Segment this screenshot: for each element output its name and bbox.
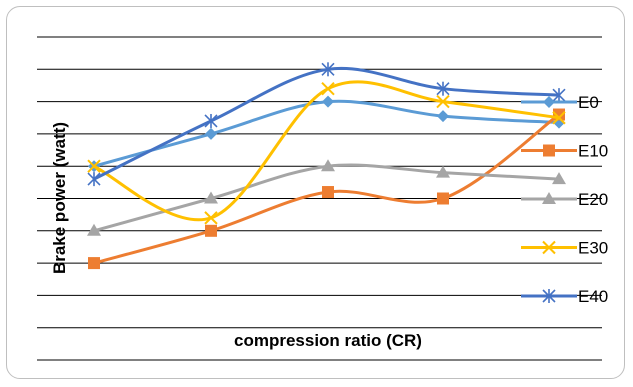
- legend-item-e0: E0: [521, 93, 599, 112]
- legend-item-e40: E40: [521, 287, 608, 306]
- legend-label-e0: E0: [578, 93, 599, 112]
- data-point-e0: [437, 110, 449, 123]
- legend-label-e30: E30: [578, 239, 608, 258]
- y-axis-label: Brake power (watt): [50, 122, 69, 274]
- data-point-e0: [205, 127, 217, 140]
- series-e20: [87, 159, 566, 236]
- gridlines: [37, 36, 602, 361]
- data-point-e10: [322, 186, 334, 199]
- legend-marker-e40: [542, 289, 556, 303]
- data-point-e20: [87, 223, 101, 236]
- data-point-e30-stroke: [552, 111, 566, 125]
- data-point-e30: [436, 94, 450, 109]
- data-point-e30-stroke: [436, 94, 450, 109]
- legend-marker-e20: [542, 192, 556, 204]
- data-point-e30-stroke: [321, 81, 335, 96]
- data-point-e30-stroke: [87, 159, 101, 173]
- x-axis-label: compression ratio (CR): [234, 331, 422, 350]
- data-point-e40: [321, 62, 335, 77]
- legend-label-e10: E10: [578, 142, 608, 161]
- data-point-e0: [322, 95, 334, 108]
- data-point-e40: [204, 113, 218, 128]
- data-point-e40: [552, 88, 566, 103]
- data-point-e20: [321, 159, 335, 172]
- data-point-e30: [87, 159, 101, 173]
- legend-marker-e30: [542, 240, 556, 255]
- legend-label-e40: E40: [578, 287, 608, 306]
- data-point-e40: [436, 81, 450, 96]
- legend: E0 E10 E20 E30 E40: [521, 93, 608, 306]
- data-point-e10: [88, 257, 100, 270]
- series-e30: [87, 80, 566, 225]
- series-e40: [87, 62, 566, 187]
- legend-marker-e10: [543, 144, 555, 157]
- series-layer: [87, 62, 566, 270]
- legend-label-e20: E20: [578, 190, 608, 209]
- data-point-e20: [436, 165, 450, 178]
- legend-marker-e30-stroke: [542, 240, 556, 255]
- data-point-e30: [552, 111, 566, 125]
- data-point-e30-stroke: [204, 211, 218, 225]
- data-point-e20: [552, 172, 566, 185]
- legend-item-e10: E10: [521, 142, 608, 161]
- data-point-e40: [87, 172, 101, 187]
- data-point-e10: [205, 224, 217, 237]
- series-line-e30: [93, 80, 560, 222]
- series-e10: [88, 108, 565, 270]
- legend-item-e30: E30: [521, 239, 608, 258]
- data-point-e30: [204, 211, 218, 225]
- legend-marker-e0: [543, 96, 555, 108]
- data-point-e10: [437, 192, 449, 205]
- data-point-e30: [321, 81, 335, 96]
- chart-frame: [6, 6, 625, 379]
- legend-item-e20: E20: [521, 190, 608, 209]
- data-point-e20: [204, 191, 218, 204]
